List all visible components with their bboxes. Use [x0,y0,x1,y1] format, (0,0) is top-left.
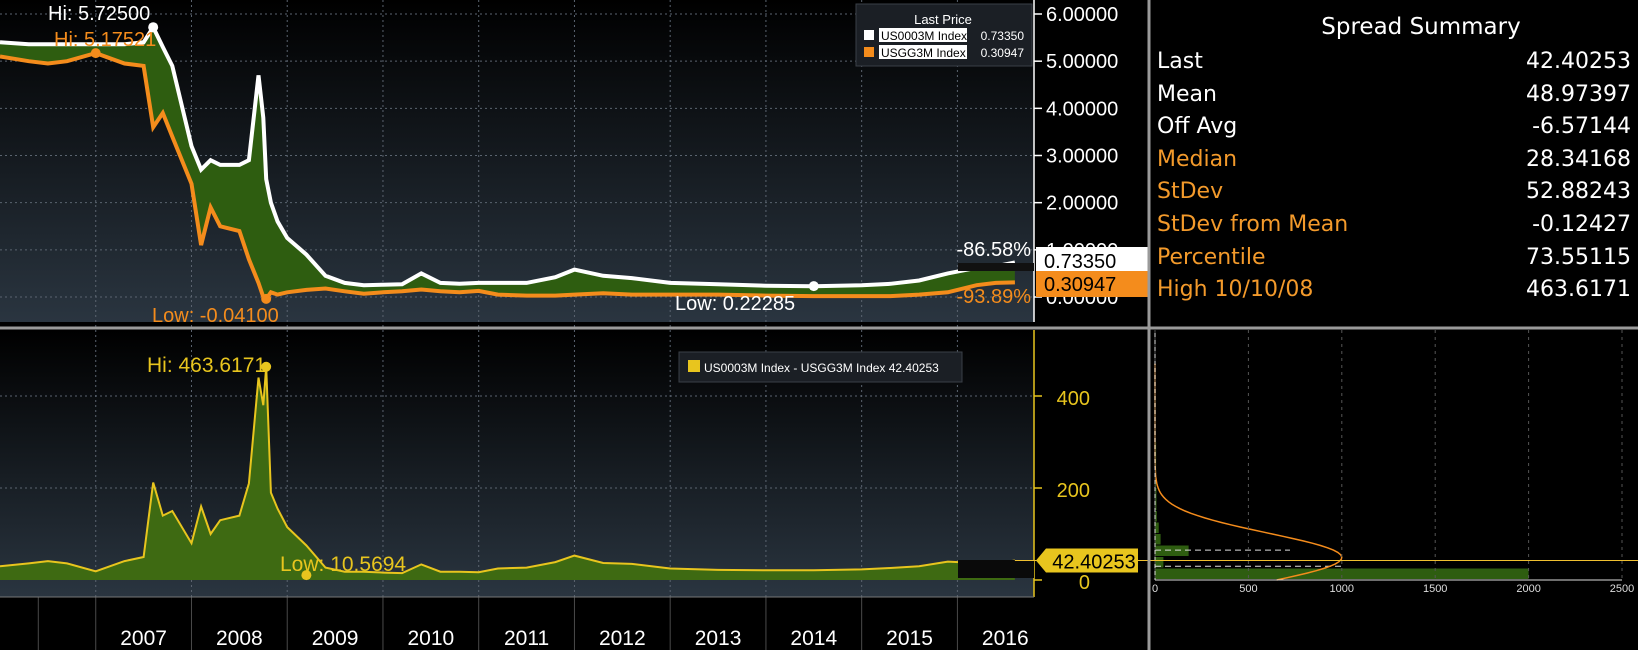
upper-y-tick-label: 6.00000 [1046,4,1118,26]
upper-y-tick-label: 4.00000 [1046,98,1118,120]
lower-legend-box [678,351,963,383]
spread-summary-title: Spread Summary [1321,14,1521,40]
lower-spread-area [0,366,1015,580]
upper-legend: Last Price US0003M Index 0.73350 USGG3M Ind… [855,3,1033,67]
last-tag-us0003m-text: 0.73350 [1044,251,1116,273]
x-tick-label-year: 2016 [982,627,1029,650]
histogram-x-tick-label: 2500 [1610,583,1634,595]
stat-label-stdev: StDev [1157,179,1224,205]
histogram-x-tick-label: 1000 [1330,583,1354,595]
stat-value-stdev: 52.88243 [1526,179,1631,205]
last-tag-usgg3m-text: 0.30947 [1044,274,1116,296]
annotation-pct-usgg3m: -93.89% [957,286,1032,308]
x-tick-label-year: 2014 [790,627,837,650]
annotation-low-spread: Low: 10.5694 [280,553,406,576]
legend-value-usgg3m: 0.30947 [981,46,1025,60]
histogram-bar [1155,511,1157,522]
last-value-band-us0003m [958,263,1034,271]
x-tick-label-year: 2015 [886,627,933,650]
annotation-low-us0003m: Low: 0.22285 [675,293,795,315]
histogram-bar [1155,488,1157,510]
marker-low-us0003m [808,281,819,292]
lower-legend: US0003M Index - USGG3M Index 42.40253 [678,351,963,383]
legend-label-bg-usgg3m [879,45,967,59]
x-tick-label-year: 2012 [599,627,646,650]
annotation-hi-us0003m: Hi: 5.72500 [48,3,150,25]
stat-value-median: 28.34168 [1526,146,1631,172]
lower-legend-label: US0003M Index - USGG3M Index 42.40253 [704,361,939,375]
spread-summary-panel: Spread Summary Last 42.40253 Mean 48.97397… [1157,14,1635,314]
stat-label-median: Median [1157,146,1238,172]
x-tick-label-year: 2007 [120,627,167,650]
lower-y-tick-label: 200 [1057,480,1090,502]
legend-swatch-us0003m [864,30,874,40]
last-tag-us0003m [1036,247,1148,272]
marker-hi-usgg3m [90,48,101,59]
last-tag-spread [1036,548,1138,573]
histogram-bar [1155,545,1189,556]
stat-label-high: High 10/10/08 [1157,277,1314,303]
histogram-bar [1155,557,1164,568]
us0003m-line [0,23,1016,289]
stat-value-percentile: 73.55115 [1526,244,1631,270]
upper-y-tick-label: 3.00000 [1046,146,1118,168]
legend-swatch-usgg3m [864,47,874,57]
histogram-bg [1152,330,1638,597]
upper-y-tick-label: 2.00000 [1046,193,1118,215]
stat-label-stdev-from-mean: StDev from Mean [1157,211,1349,237]
annotation-pct-us0003m: -86.58% [957,239,1032,261]
histogram-x-tick-label: 0 [1152,583,1158,595]
lower-y-tick-label: 400 [1057,388,1090,410]
upper-legend-title: Last Price [914,12,972,27]
x-tick-label-year: 2011 [504,627,549,650]
stat-label-percentile: Percentile [1157,244,1266,270]
marker-low-usgg3m [261,293,272,304]
stat-label-off-avg: Off Avg [1157,114,1238,140]
legend-label-us0003m: US0003M Index [881,29,967,43]
usgg3m-line [0,51,1015,302]
upper-y-tick-label: 5.00000 [1046,51,1118,73]
legend-value-us0003m: 0.73350 [981,29,1025,43]
annotation-hi-spread: Hi: 463.6171 [147,354,266,377]
upper-spread-area [0,27,1015,299]
x-tick-label-year: 2010 [407,627,454,650]
histogram-x-tick-label: 1500 [1423,583,1447,595]
histogram-bar [1155,522,1159,533]
last-tag-usgg3m [1036,271,1148,297]
spread-line [0,366,1016,575]
histogram-bar [1155,534,1161,545]
lower-y-tick-label: 0 [1079,572,1090,594]
last-value-band-spread [958,560,1034,578]
legend-label-usgg3m: USGG3M Index [881,46,966,60]
stat-value-stdev-from-mean: -0.12427 [1532,211,1631,237]
stat-label-last: Last [1157,49,1203,74]
stat-value-mean: 48.97397 [1526,81,1631,107]
annotation-low-usgg3m: Low: -0.04100 [152,305,279,327]
marker-low-spread [301,570,312,581]
stat-value-high: 463.6171 [1526,277,1631,303]
histogram-x-tick-label: 500 [1239,583,1257,595]
marker-hi-us0003m [148,22,159,33]
x-tick-label-year: 2008 [216,627,263,650]
lower-legend-swatch [688,360,700,372]
stat-value-off-avg: -6.57144 [1532,114,1631,140]
x-tick-label-year: 2013 [695,627,742,650]
annotation-hi-usgg3m: Hi: 5.17521 [54,29,156,51]
x-tick-label-year: 2009 [312,627,359,650]
histogram-x-tick-label: 2000 [1516,583,1540,595]
stat-label-mean: Mean [1157,81,1217,107]
last-tag-spread-text: 42.40253 [1052,551,1135,573]
histogram-bar [1155,568,1529,579]
stat-value-last: 42.40253 [1526,49,1631,74]
legend-label-bg-us0003m [879,28,967,42]
marker-hi-spread [261,361,272,372]
